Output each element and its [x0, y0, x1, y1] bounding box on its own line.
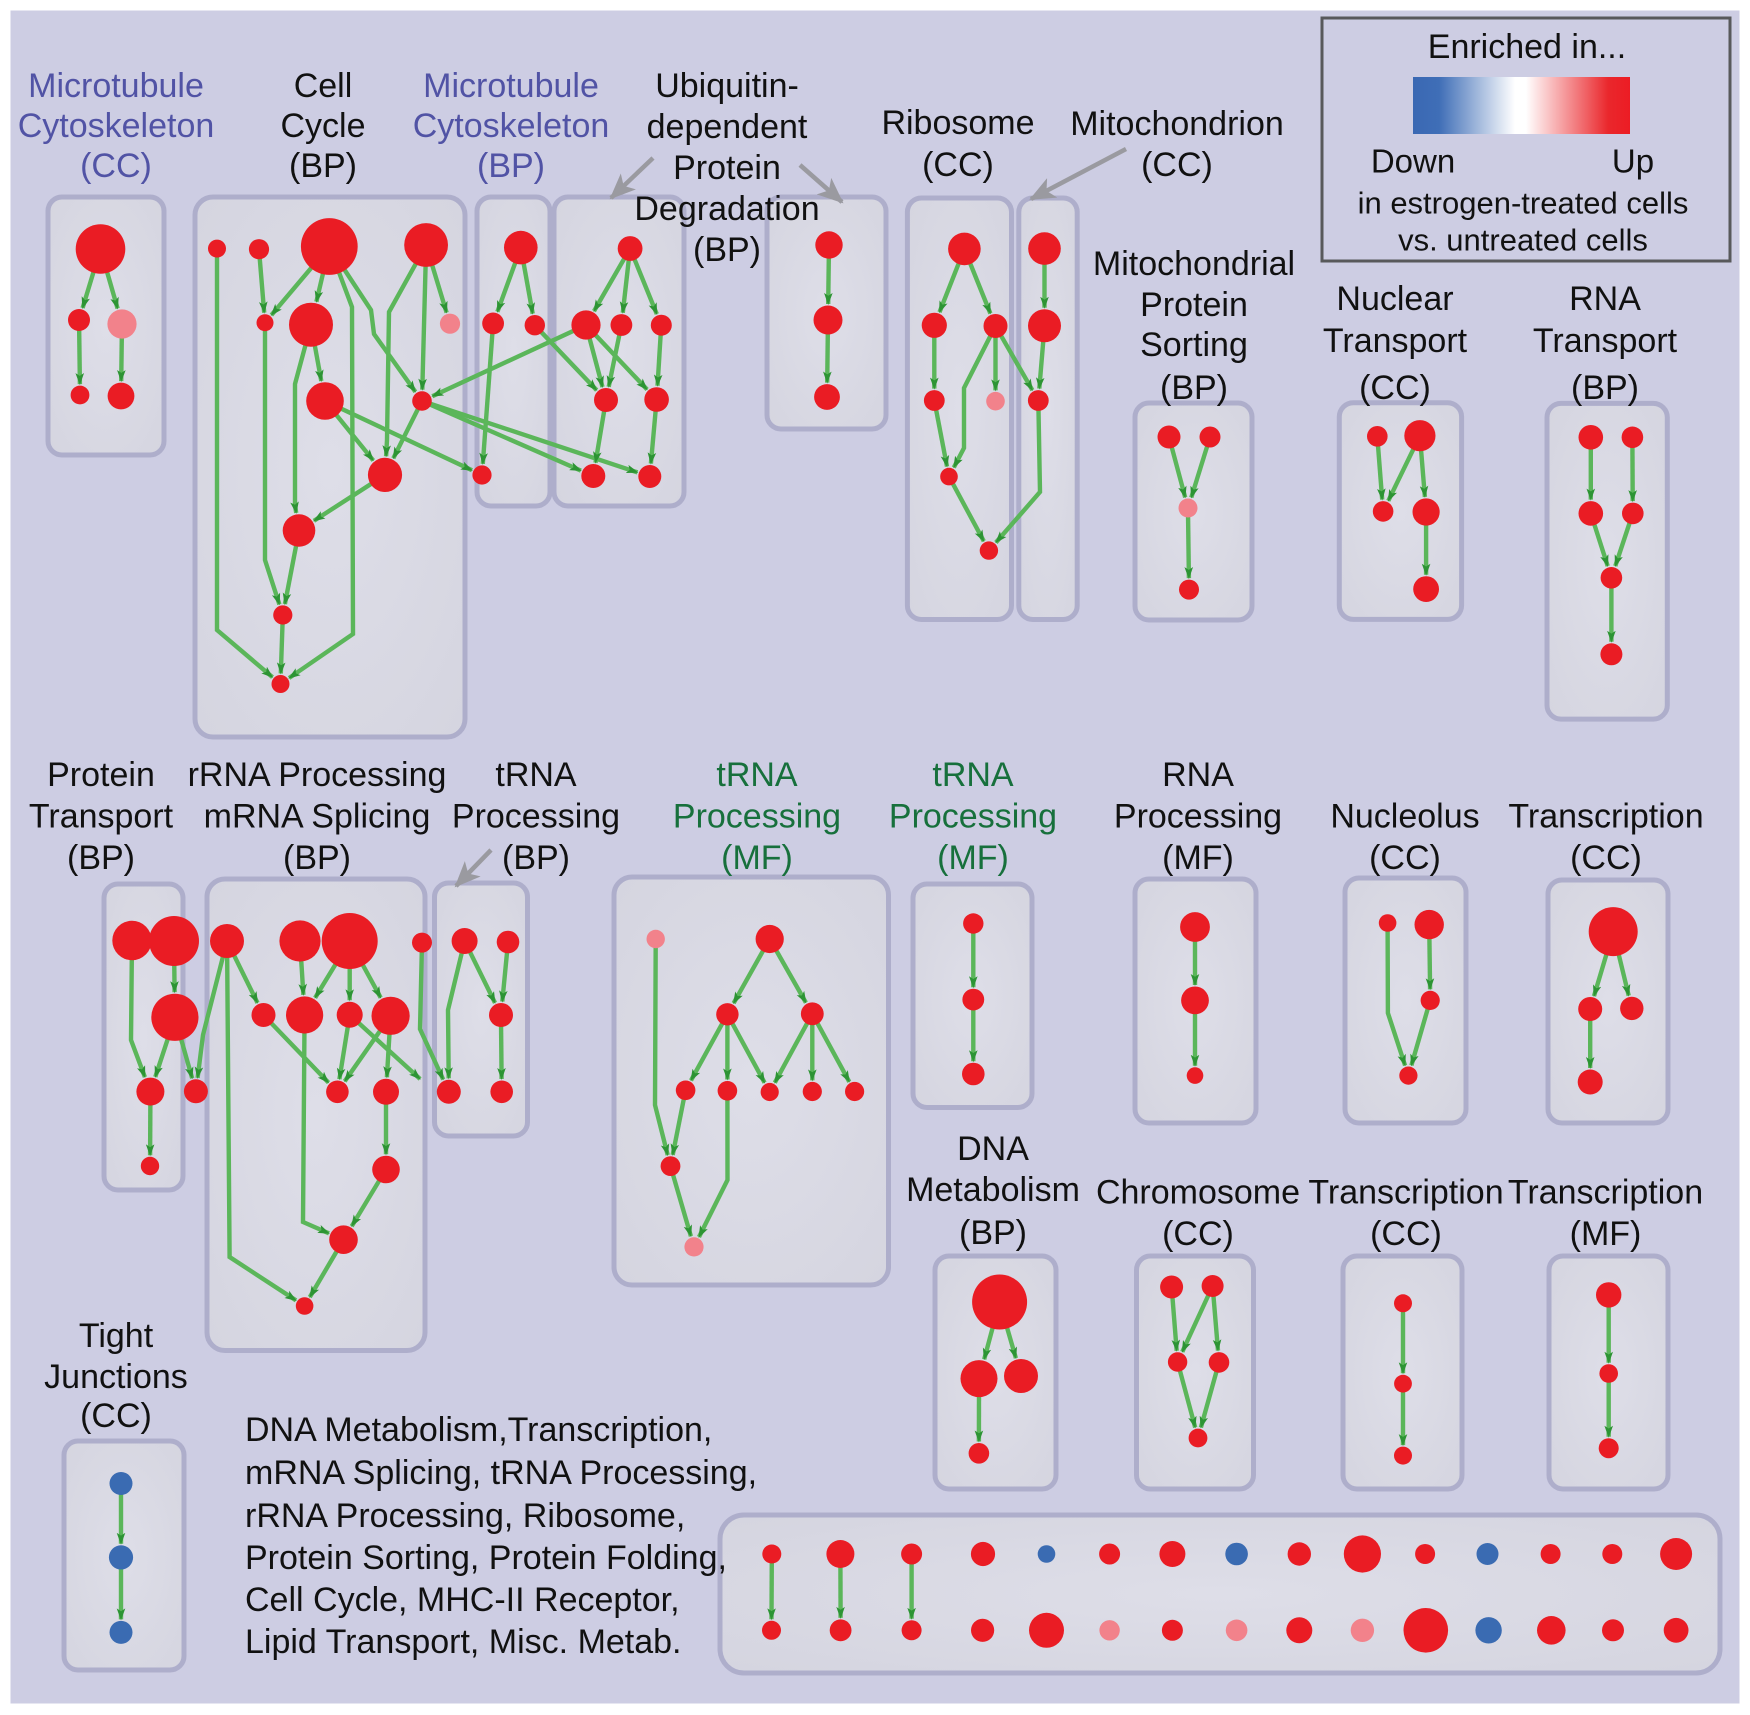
svg-text:Protein: Protein: [47, 756, 155, 794]
svg-text:Protein: Protein: [673, 149, 781, 187]
svg-text:Microtubule: Microtubule: [423, 67, 599, 105]
svg-text:Transcription: Transcription: [1508, 798, 1703, 836]
svg-text:(CC): (CC): [1162, 1215, 1234, 1253]
svg-text:Cell: Cell: [294, 67, 353, 105]
svg-text:Down: Down: [1371, 143, 1455, 180]
svg-text:(CC): (CC): [1570, 839, 1642, 877]
svg-text:Cell Cycle, MHC-II Receptor,: Cell Cycle, MHC-II Receptor,: [245, 1581, 680, 1619]
svg-text:Junctions: Junctions: [44, 1358, 188, 1396]
svg-text:Transport: Transport: [1533, 322, 1678, 360]
svg-text:Tight: Tight: [79, 1317, 154, 1355]
svg-text:tRNA: tRNA: [932, 756, 1014, 794]
svg-text:tRNA: tRNA: [716, 756, 798, 794]
svg-text:rRNA Processing, Ribosome,: rRNA Processing, Ribosome,: [245, 1497, 685, 1535]
svg-text:(CC): (CC): [1359, 369, 1431, 407]
svg-text:RNA: RNA: [1162, 756, 1234, 794]
svg-text:Sorting: Sorting: [1140, 326, 1248, 364]
svg-text:vs. untreated cells: vs. untreated cells: [1398, 223, 1648, 258]
svg-text:Mitochondrial: Mitochondrial: [1093, 245, 1295, 283]
svg-text:DNA: DNA: [957, 1130, 1029, 1168]
svg-text:Processing: Processing: [673, 798, 841, 836]
svg-text:(CC): (CC): [1369, 839, 1441, 877]
svg-text:(CC): (CC): [80, 147, 152, 185]
svg-text:tRNA: tRNA: [495, 756, 577, 794]
svg-text:Transport: Transport: [1323, 322, 1468, 360]
svg-text:DNA Metabolism,Transcription,: DNA Metabolism,Transcription,: [245, 1411, 712, 1449]
svg-text:Transcription: Transcription: [1308, 1174, 1503, 1212]
svg-text:(BP): (BP): [283, 839, 351, 877]
svg-text:(BP): (BP): [693, 231, 761, 269]
svg-text:(MF): (MF): [937, 839, 1009, 877]
svg-text:Enriched in...: Enriched in...: [1428, 28, 1626, 66]
svg-text:RNA: RNA: [1569, 280, 1641, 318]
svg-text:Degradation: Degradation: [634, 190, 819, 228]
svg-text:Protein Sorting, Protein Foldi: Protein Sorting, Protein Folding,: [245, 1539, 727, 1577]
svg-text:(MF): (MF): [721, 839, 793, 877]
svg-text:Up: Up: [1612, 143, 1654, 180]
svg-text:(BP): (BP): [67, 839, 135, 877]
svg-text:Ubiquitin-: Ubiquitin-: [655, 67, 799, 105]
svg-text:(CC): (CC): [1370, 1215, 1442, 1253]
svg-text:Nuclear: Nuclear: [1336, 280, 1453, 318]
svg-text:Processing: Processing: [1114, 798, 1282, 836]
svg-text:(BP): (BP): [502, 839, 570, 877]
svg-text:Processing: Processing: [889, 798, 1057, 836]
svg-text:(CC): (CC): [80, 1397, 152, 1435]
svg-text:(MF): (MF): [1570, 1215, 1642, 1253]
svg-text:Processing: Processing: [452, 798, 620, 836]
svg-text:Nucleolus: Nucleolus: [1330, 798, 1479, 836]
svg-text:(BP): (BP): [1160, 369, 1228, 407]
svg-text:Protein: Protein: [1140, 286, 1248, 324]
svg-text:(BP): (BP): [959, 1214, 1027, 1252]
svg-text:Transcription: Transcription: [1508, 1174, 1703, 1212]
svg-text:Chromosome: Chromosome: [1096, 1174, 1300, 1212]
svg-text:Lipid Transport, Misc. Metab.: Lipid Transport, Misc. Metab.: [245, 1623, 682, 1661]
svg-text:dependent: dependent: [647, 108, 808, 146]
svg-text:rRNA Processing: rRNA Processing: [188, 756, 447, 794]
svg-text:Transport: Transport: [29, 798, 174, 836]
svg-text:Ribosome: Ribosome: [881, 104, 1034, 142]
svg-text:Microtubule: Microtubule: [28, 67, 204, 105]
svg-text:Cytoskeleton: Cytoskeleton: [413, 107, 610, 145]
svg-text:(MF): (MF): [1162, 839, 1234, 877]
svg-text:mRNA Splicing: mRNA Splicing: [204, 798, 431, 836]
svg-text:Metabolism: Metabolism: [906, 1171, 1080, 1209]
svg-text:(BP): (BP): [477, 147, 545, 185]
svg-text:mRNA Splicing, tRNA Processing: mRNA Splicing, tRNA Processing,: [245, 1454, 757, 1492]
svg-text:(CC): (CC): [922, 146, 994, 184]
svg-text:in estrogen-treated cells: in estrogen-treated cells: [1358, 186, 1689, 221]
svg-text:(BP): (BP): [1571, 369, 1639, 407]
svg-text:Cytoskeleton: Cytoskeleton: [18, 107, 215, 145]
svg-text:(BP): (BP): [289, 147, 357, 185]
svg-text:Cycle: Cycle: [280, 107, 365, 145]
svg-text:Mitochondrion: Mitochondrion: [1070, 105, 1284, 143]
svg-text:(CC): (CC): [1141, 146, 1213, 184]
